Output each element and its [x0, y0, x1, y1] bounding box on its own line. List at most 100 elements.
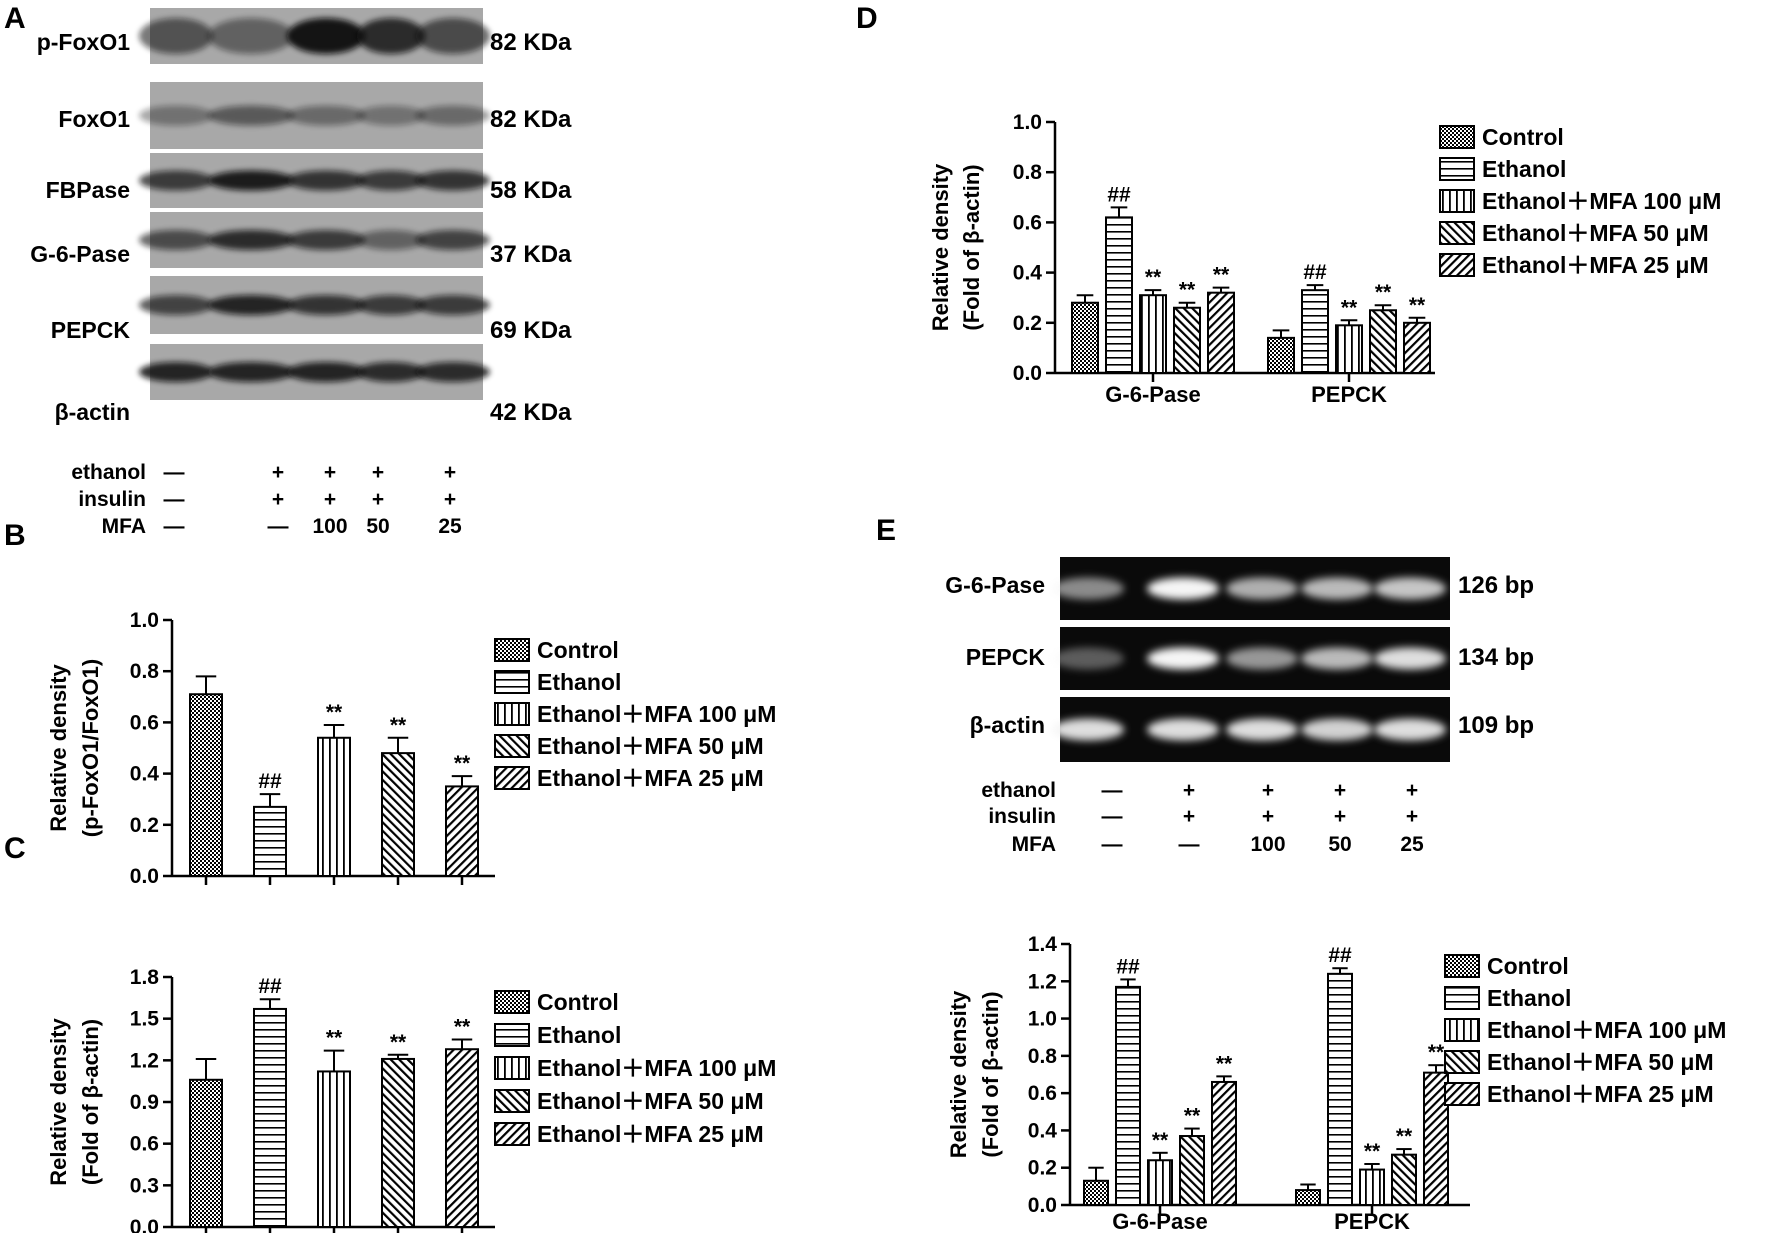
western-blot-panel: p-FoxO1 82 KDa FoxO1 82 KDa FBPase 58 KDa G-6-…: [30, 8, 572, 426]
significance-mark: **: [326, 1027, 343, 1050]
condition-value: +: [1334, 779, 1346, 802]
condition-value: +: [372, 461, 384, 484]
y-tick-label: 0.0: [1013, 362, 1042, 385]
condition-value: —: [268, 515, 289, 538]
blot-band: [357, 170, 425, 191]
bar: [1391, 1153, 1417, 1207]
condition-value: 25: [1400, 833, 1424, 856]
blot-label: β-actin: [55, 399, 130, 425]
bar: [1369, 309, 1397, 374]
gel-band: [1052, 718, 1124, 741]
chart-b: 0.0 0.2 0.4 0.6 0.8 1.0 Relative density (p-Fox…: [46, 609, 495, 888]
condition-label: MFA: [102, 515, 146, 538]
gel-band: [1301, 647, 1373, 670]
condition-label: insulin: [78, 488, 146, 511]
y-tick-label: 0.9: [130, 1091, 159, 1114]
blot-band: [208, 18, 294, 54]
bar: [1335, 324, 1363, 374]
y-tick-label: 1.2: [1028, 970, 1057, 993]
legend-entry: Ethanol＋MFA 25 μM: [537, 765, 764, 791]
blot-band: [287, 18, 365, 54]
bar: [1179, 1135, 1205, 1207]
legend-entry: Ethanol: [537, 669, 621, 695]
condition-value: +: [272, 461, 284, 484]
blot-label: FBPase: [46, 177, 130, 203]
gel-band: [1374, 718, 1446, 741]
blot-band: [416, 105, 490, 126]
condition-value: 25: [438, 515, 462, 538]
y-axis-label-2: (Fold of β-actin): [978, 991, 1003, 1157]
significance-mark: ##: [258, 770, 282, 793]
y-tick-label: 1.2: [130, 1049, 159, 1072]
category-label: G-6-Pase: [1112, 1209, 1207, 1233]
legend-swatch: [494, 702, 530, 726]
blot-label: FoxO1: [58, 106, 130, 132]
y-axis-label: Relative density: [46, 1017, 71, 1185]
condition-value: +: [1334, 805, 1346, 828]
panel-label-c: C: [4, 832, 26, 865]
condition-label: ethanol: [71, 461, 146, 484]
condition-value: —: [1102, 833, 1123, 856]
gel-size: 109 bp: [1458, 712, 1534, 739]
legend-entry: Control: [537, 637, 619, 663]
blot-size: 69 KDa: [490, 317, 572, 344]
blot-band: [357, 105, 425, 126]
y-axis-label: Relative density: [946, 990, 971, 1158]
significance-mark: ##: [1303, 261, 1327, 284]
legend-entry: Ethanol: [1482, 156, 1566, 182]
condition-value: 50: [366, 515, 389, 538]
blot-band: [416, 230, 490, 250]
gel-size: 134 bp: [1458, 644, 1534, 671]
gel-band: [1374, 577, 1446, 600]
legend-entry: Ethanol＋MFA 25 μM: [1482, 252, 1709, 278]
blot-band: [139, 170, 213, 191]
y-tick-label: 0.2: [1028, 1157, 1057, 1180]
significance-mark: **: [1409, 294, 1426, 317]
significance-mark: ##: [1107, 183, 1131, 206]
bar: [1147, 1159, 1173, 1207]
gel-band: [1226, 647, 1298, 670]
bar: [445, 785, 479, 878]
legend-swatch: [1439, 253, 1475, 277]
western-blot-conditions: ethanol — + + + + insulin — + + + + MFA — — 100 50 25: [71, 461, 462, 538]
bar: [1139, 294, 1167, 374]
significance-mark: **: [1341, 296, 1358, 319]
significance-mark: ##: [1328, 944, 1352, 967]
blot-size: 37 KDa: [490, 241, 572, 268]
legend-e: Control Ethanol Ethanol＋MFA 100 μM Ethanol＋…: [1444, 953, 1726, 1107]
condition-value: +: [324, 461, 336, 484]
y-tick-label: 0.2: [130, 814, 159, 837]
significance-mark: **: [326, 701, 343, 724]
blot-band: [139, 105, 213, 126]
y-tick-label: 0.0: [130, 1216, 159, 1233]
bar: [445, 1048, 479, 1228]
significance-mark: **: [1428, 1041, 1445, 1064]
condition-value: —: [164, 488, 185, 511]
condition-value: 100: [312, 515, 347, 538]
condition-value: —: [164, 461, 185, 484]
significance-mark: **: [1184, 1105, 1201, 1128]
category-label: PEPCK: [1311, 382, 1387, 407]
blot-band: [208, 295, 294, 315]
condition-value: +: [272, 488, 284, 511]
y-tick-label: 1.0: [1028, 1008, 1057, 1031]
panel-label-a: A: [4, 2, 26, 35]
gel-band: [1147, 647, 1219, 670]
condition-value: +: [1262, 805, 1274, 828]
legend-entry: Ethanol＋MFA 50 μM: [1482, 220, 1709, 246]
blot-band: [139, 362, 213, 382]
condition-value: +: [1406, 779, 1418, 802]
y-tick-label: 0.8: [1028, 1045, 1058, 1068]
bar: [381, 1057, 415, 1229]
gel-size: 126 bp: [1458, 572, 1534, 599]
pcr-gel-panel: G-6-Pase 126 bp PEPCK 134 bp β-actin 109 bp: [945, 557, 1534, 762]
bar: [317, 1070, 351, 1229]
chart-c: 0.0 0.3 0.6 0.9 1.2 1.5 1.8 Relative density (Fo…: [46, 966, 495, 1233]
blot-label: p-FoxO1: [37, 29, 130, 55]
y-tick-label: 0.8: [1013, 161, 1043, 184]
blot-size: 82 KDa: [490, 106, 572, 133]
legend-swatch: [494, 638, 530, 662]
legend-swatch: [1439, 125, 1475, 149]
blot-label: PEPCK: [51, 317, 131, 343]
